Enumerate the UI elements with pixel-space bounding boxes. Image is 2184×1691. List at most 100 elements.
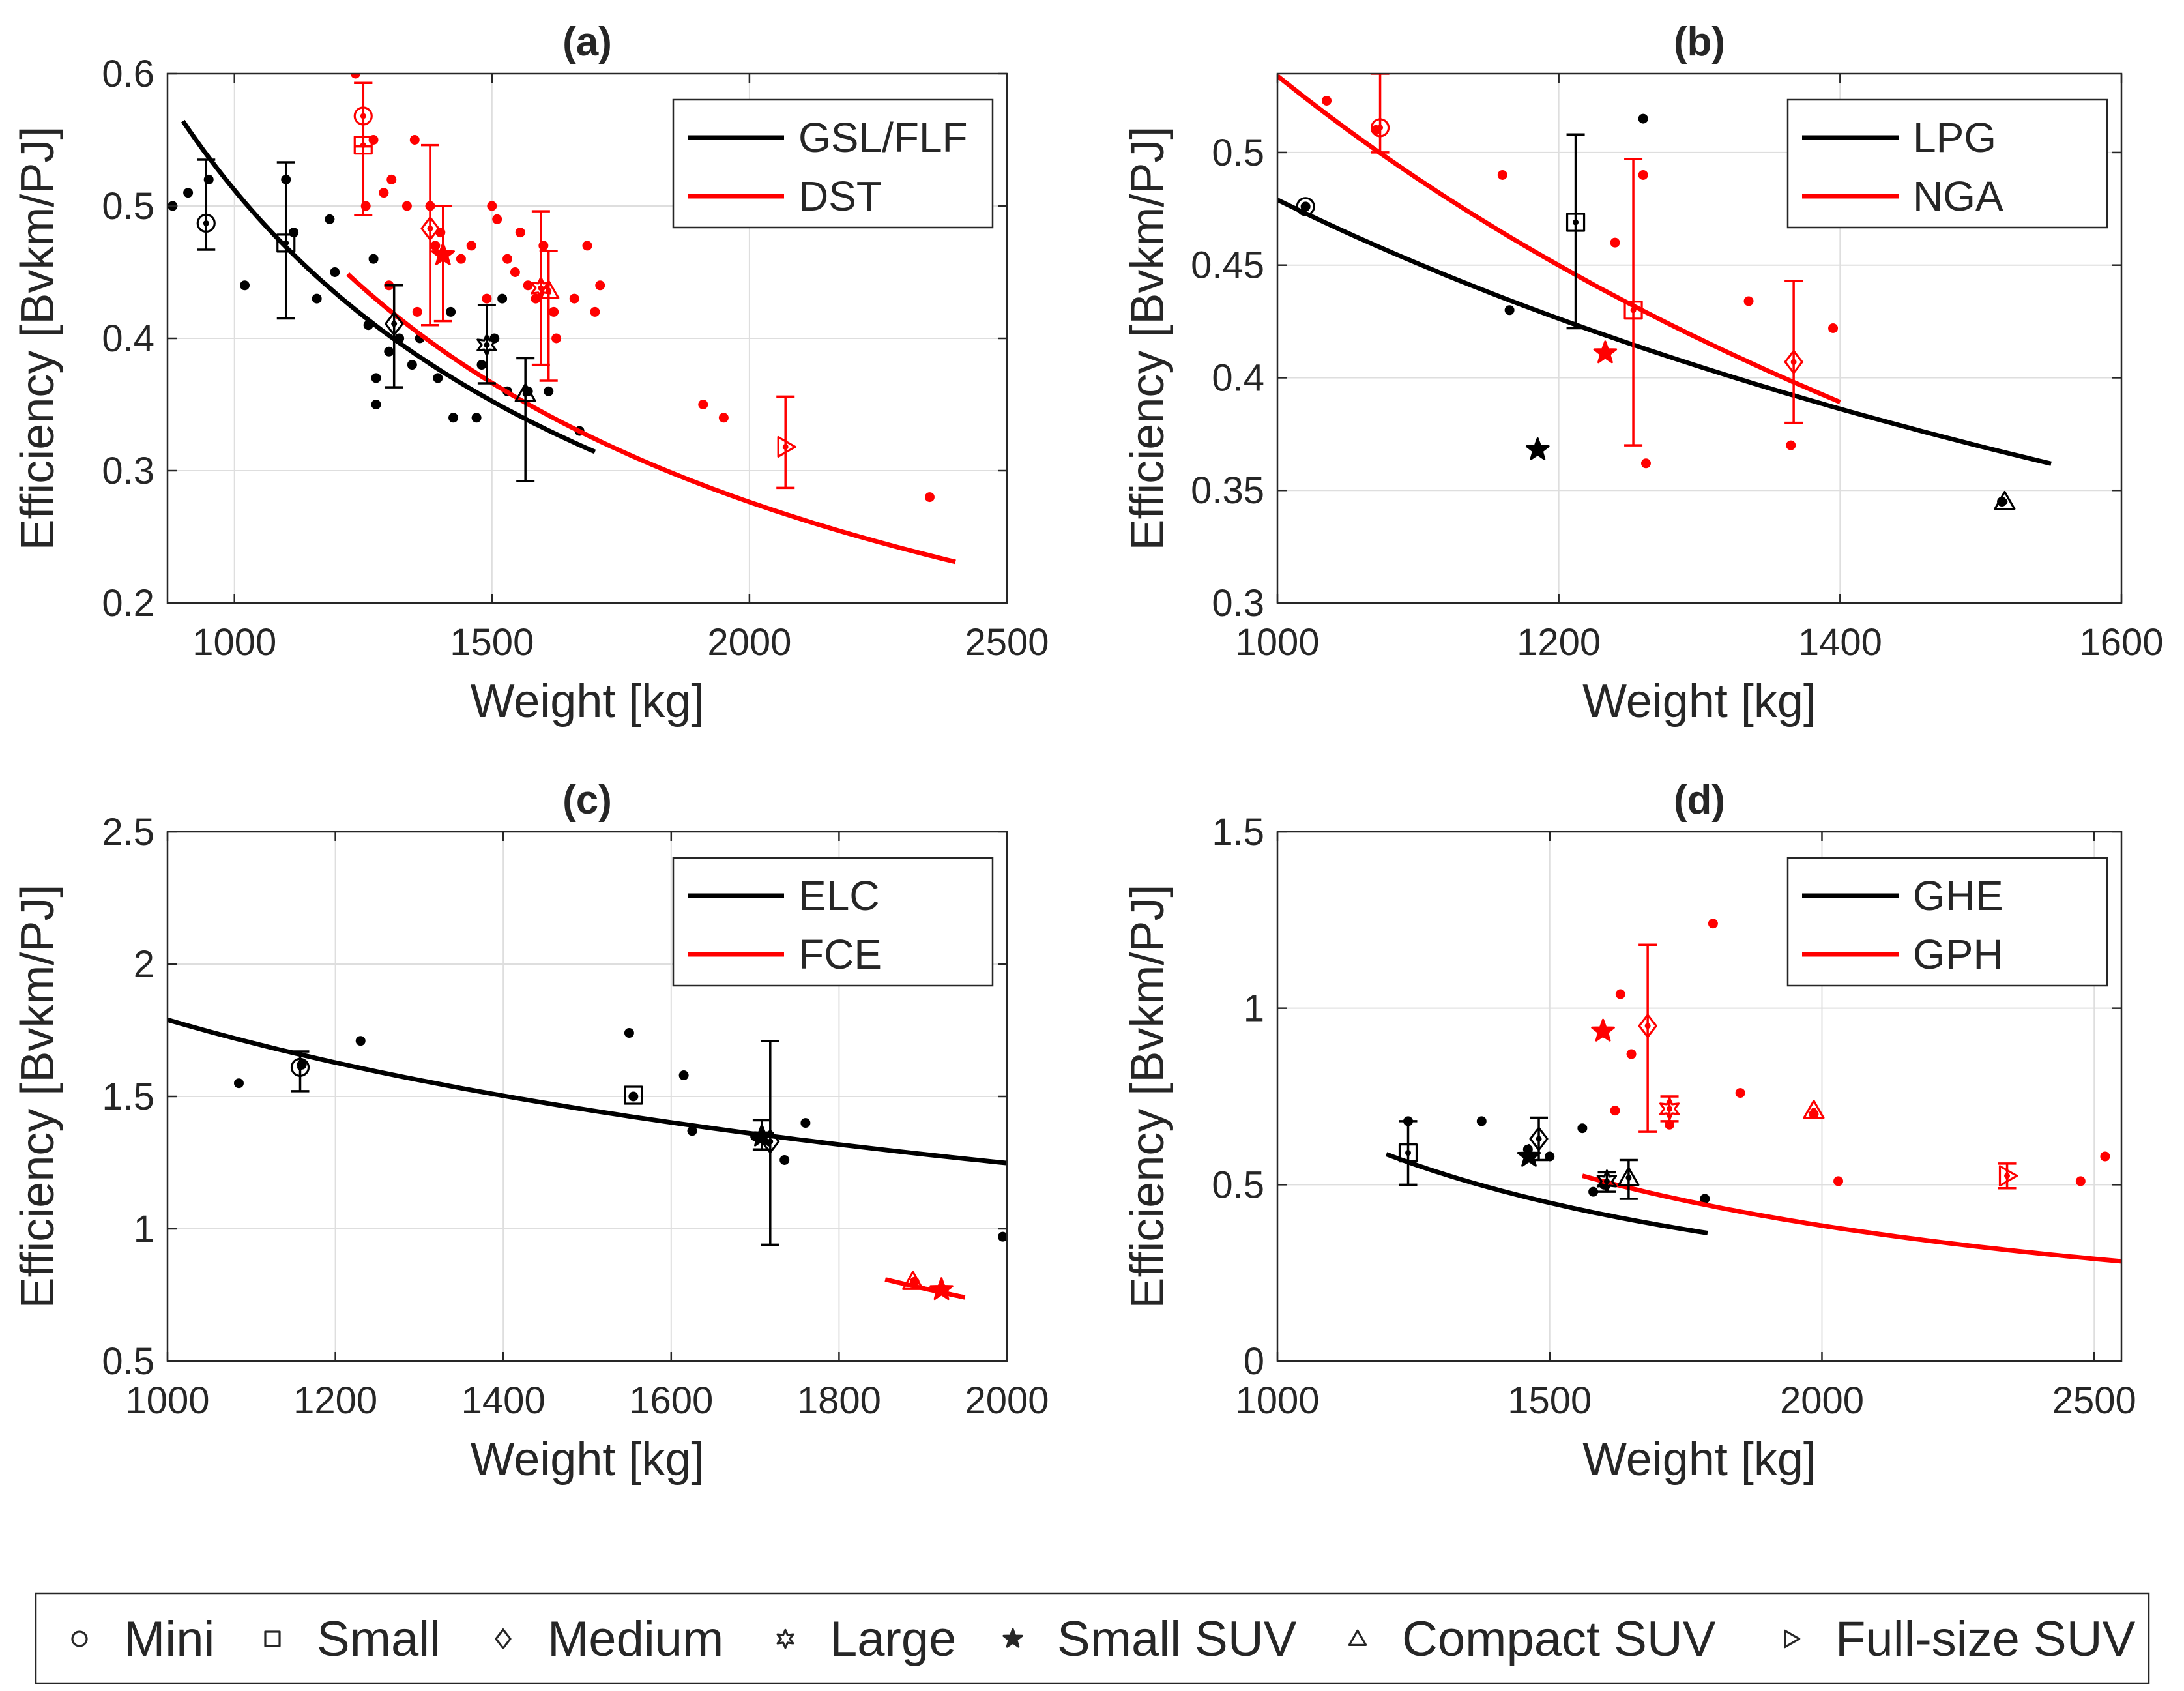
fit-curve-ghe: [1385, 1152, 1708, 1235]
marker-center-dot: [1603, 1178, 1610, 1184]
marker-center-dot: [538, 285, 544, 291]
triangle-marker: [1994, 490, 2016, 510]
x-tick-label: 2500: [2052, 1379, 2136, 1422]
chart-panel-d: 1000 1500 2000 2500 0 0.5 1 1.5 (d) Weight [kg] Ef…: [1122, 778, 2136, 1486]
x-axis-label: Weight [kg]: [1582, 1434, 1816, 1486]
legend: ELC FCE: [672, 857, 994, 987]
data-point: [924, 492, 935, 503]
hexstar-legend-icon: [776, 1628, 794, 1649]
tri_right-marker: [777, 435, 796, 458]
x-tick-label: 1000: [192, 621, 276, 664]
x-tick-label: 1000: [1235, 1379, 1319, 1422]
x-tick-label: 1400: [1798, 621, 1882, 664]
axis-ticks: 1000 1500 2000 2500 0.2 0.3 0.4 0.5 0.6: [102, 53, 1049, 664]
y-tick-label: 0.3: [1212, 582, 1264, 625]
star-legend-icon: [1002, 1628, 1023, 1648]
data-point: [2100, 1151, 2110, 1162]
data-point: [492, 214, 502, 224]
data-layer: [1385, 919, 2121, 1264]
diamond-marker: [1638, 1014, 1657, 1038]
triangle-marker: [538, 280, 560, 299]
data-point: [240, 280, 250, 291]
data-point: [595, 280, 605, 291]
y-tick-label: 0.4: [102, 317, 154, 360]
y-axis-label: Efficiency [Bvkm/PJ]: [12, 885, 64, 1309]
data-point: [531, 293, 541, 304]
data-point: [624, 1028, 634, 1038]
data-point: [407, 360, 417, 370]
y-axis-label: Efficiency [Bvkm/PJ]: [1122, 126, 1174, 551]
y-tick-label: 0: [1244, 1340, 1264, 1383]
star-marker: [1593, 340, 1618, 364]
data-point: [384, 346, 394, 357]
data-point: [1476, 1116, 1487, 1126]
hexstar-marker: [1659, 1097, 1680, 1121]
marker-center-dot: [1405, 1150, 1412, 1156]
legend-label: NGA: [1913, 173, 2003, 220]
legend: GHE GPH: [1786, 857, 2108, 987]
shape-legend: Mini Small Medium Large Small SUV Compact SUV…: [35, 1592, 2150, 1684]
legend-box: [672, 98, 994, 229]
data-point: [1638, 113, 1648, 124]
data-point: [482, 293, 492, 304]
data-point: [678, 1070, 689, 1081]
chart-panel-a: 1000 1500 2000 2500 0.2 0.3 0.4 0.5 0.6 (a) Weight…: [12, 20, 1049, 728]
x-tick-label: 2000: [1780, 1379, 1864, 1422]
marker-center-dot: [546, 287, 552, 294]
shape-legend-label: Medium: [547, 1611, 723, 1667]
marker-center-dot: [1625, 1175, 1632, 1181]
shape-legend-label: Mini: [124, 1611, 214, 1667]
data-point: [497, 293, 508, 304]
x-tick-label: 1400: [461, 1379, 546, 1422]
data-layer: [167, 74, 956, 565]
data-point: [569, 293, 579, 304]
data-point: [551, 333, 562, 344]
square-marker: [276, 233, 296, 253]
data-point: [698, 400, 708, 409]
diamond-marker: [385, 312, 404, 336]
panel-title: (d): [1674, 778, 1725, 823]
axis-ticks: 1000 1500 2000 2500 0 0.5 1 1.5: [1212, 811, 2136, 1422]
legend-label: GSL/FLF: [798, 114, 968, 161]
panel-title: (b): [1674, 20, 1725, 65]
tri_right-legend-icon: [1784, 1629, 1801, 1649]
data-point: [1322, 95, 1332, 106]
shape-legend-label: Full-size SUV: [1835, 1611, 2136, 1667]
data-point: [350, 74, 360, 79]
data-point: [1708, 919, 1718, 929]
square-marker: [1398, 1143, 1418, 1163]
data-point: [1615, 989, 1625, 999]
legend-label: ELC: [798, 872, 880, 919]
y-axis-label: Efficiency [Bvkm/PJ]: [1122, 885, 1174, 1309]
x-tick-label: 1000: [1235, 621, 1319, 664]
star-marker: [1526, 437, 1550, 460]
data-point: [1577, 1123, 1588, 1134]
marker-center-dot: [391, 321, 398, 327]
fit-curve-nga: [1277, 74, 1841, 405]
marker-center-dot: [1630, 307, 1637, 314]
data-point: [687, 1126, 697, 1136]
data-point: [183, 188, 194, 198]
star-marker: [750, 1123, 774, 1147]
x-tick-label: 2000: [707, 621, 791, 664]
legend-label: FCE: [798, 931, 882, 978]
axis-ticks: 1000 1200 1400 1600 0.3 0.35 0.4 0.45 0.5: [1191, 74, 2164, 664]
y-tick-label: 0.5: [102, 185, 154, 228]
data-point: [544, 386, 554, 396]
data-point: [430, 241, 441, 251]
marker-center-dot: [283, 240, 289, 246]
panel-title: (c): [562, 778, 612, 823]
marker-center-dot: [522, 390, 529, 397]
x-tick-label: 1500: [450, 621, 534, 664]
tri_right-marker: [1998, 1165, 2018, 1187]
data-point: [371, 373, 381, 383]
marker-center-dot: [782, 443, 789, 450]
data-point: [433, 373, 443, 383]
data-point: [312, 293, 322, 304]
star-marker: [431, 243, 455, 265]
data-point: [510, 267, 520, 277]
data-point: [325, 214, 335, 224]
star-marker: [929, 1277, 954, 1301]
data-point: [386, 174, 397, 184]
